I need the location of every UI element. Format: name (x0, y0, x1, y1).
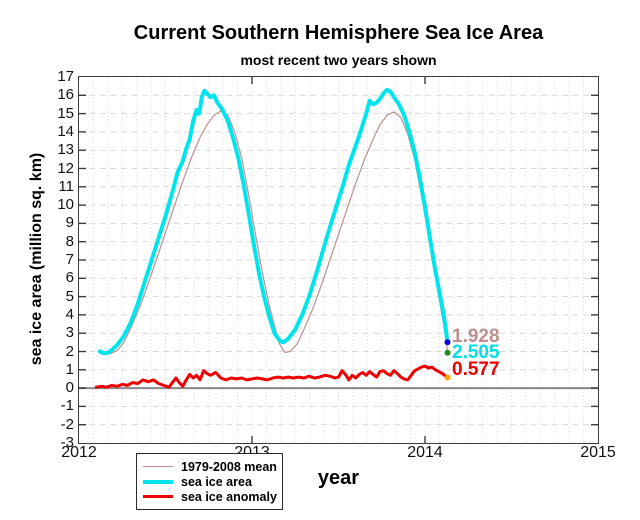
y-axis-tick-label: 13 (57, 141, 74, 159)
mean-current-value-label: 1.928 (452, 326, 500, 347)
y-axis-tick-label: 9 (65, 214, 74, 232)
y-axis-tick-label: -3 (60, 434, 74, 451)
y-axis-tick-label: 17 (57, 68, 74, 85)
x-axis-title: year (317, 467, 360, 489)
anomaly-current-value-label: 0.577 (452, 359, 500, 380)
legend-item-area: sea ice area (143, 474, 278, 489)
plot-area (78, 76, 599, 444)
legend-item-anomaly: sea ice anomaly (143, 489, 278, 504)
y-axis-tick-label: -1 (60, 397, 74, 415)
area-current-value-label: 2.505 (452, 342, 500, 363)
y-axis-tick-label: 7 (65, 251, 74, 268)
legend-item-mean: 1979-2008 mean (143, 459, 278, 474)
chart-canvas (79, 77, 598, 443)
y-axis-tick-label: 4 (65, 305, 74, 323)
y-axis-tick-label: 10 (57, 196, 74, 214)
x-axis-tick-label: 2014 (407, 444, 443, 461)
legend-label-area: sea ice area (181, 474, 252, 489)
y-axis-tick-label: 3 (65, 324, 74, 342)
chart-title: Current Southern Hemisphere Sea Ice Area (133, 22, 544, 44)
y-axis-tick-label: 8 (65, 232, 74, 250)
legend: 1979-2008 mean sea ice area sea ice anom… (136, 453, 283, 510)
y-axis-tick-label: 15 (57, 104, 74, 122)
y-axis-tick-label: 0 (65, 379, 74, 397)
anomaly-line-sample (143, 495, 173, 498)
y-axis-tick-label: 12 (57, 159, 74, 177)
y-axis-tick-label: 2 (65, 342, 74, 360)
y-axis-tick-label: 6 (65, 269, 74, 287)
legend-label-mean: 1979-2008 mean (181, 459, 277, 474)
legend-label-anomaly: sea ice anomaly (181, 489, 277, 504)
y-axis-tick-label: 1 (65, 360, 74, 378)
y-axis-tick-label: 14 (57, 122, 74, 140)
y-axis-tick-label: 16 (57, 86, 74, 104)
y-axis-tick-label: 5 (65, 287, 74, 305)
y-axis-tick-label: 11 (58, 177, 74, 195)
area-line-sample (143, 479, 173, 484)
y-axis-tick-label: -2 (60, 415, 74, 433)
chart-subtitle: most recent two years shown (240, 52, 437, 68)
mean-line-sample (143, 465, 173, 468)
x-axis-tick-label: 2012 (61, 444, 97, 461)
x-axis-tick-label: 2015 (580, 444, 616, 461)
